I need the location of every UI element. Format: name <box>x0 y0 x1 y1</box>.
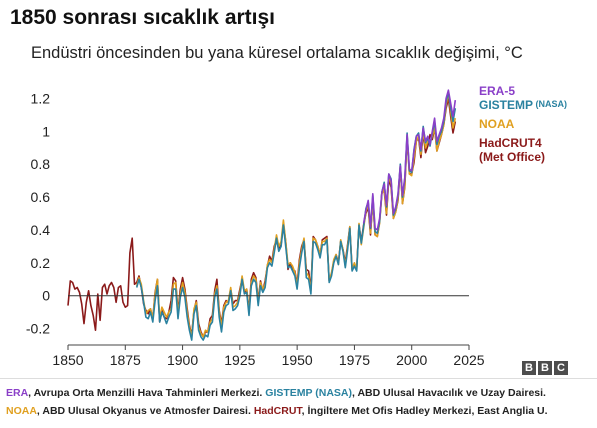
series-line-hadcrut4 <box>67 97 457 338</box>
x-tick-label: 1925 <box>224 352 255 368</box>
legend-entry-suffix: (NASA) <box>533 99 567 109</box>
source-line-1: ERA, Avrupa Orta Menzilli Hava Tahminler… <box>6 386 546 401</box>
legend-entry: ERA-5 <box>479 84 515 98</box>
y-tick-label: 0.4 <box>31 222 51 238</box>
chart-subtitle: Endüstri öncesinden bu yana küresel orta… <box>31 44 523 62</box>
y-tick-label: 0.8 <box>31 156 51 172</box>
legend-entry: GISTEMP (NASA) <box>479 98 567 112</box>
source-noaa-desc: , ABD Ulusal Okyanus ve Atmosfer Dairesi… <box>36 405 254 417</box>
bbc-logo-letter: B <box>538 361 552 375</box>
series-line-era-5 <box>362 89 457 231</box>
x-tick-label: 1850 <box>52 352 83 368</box>
source-line-2: NOAA, ABD Ulusal Okyanus ve Atmosfer Dai… <box>6 404 548 419</box>
bbc-logo-letter: B <box>522 361 536 375</box>
y-tick-label: 1.2 <box>31 90 51 106</box>
y-tick-label: 0.6 <box>31 189 51 205</box>
legend-entry: HadCRUT4 <box>479 136 542 150</box>
source-era: ERA <box>6 387 29 399</box>
x-tick-label: 1875 <box>110 352 141 368</box>
y-tick-label: 0.2 <box>31 255 51 271</box>
chart-title: 1850 sonrası sıcaklık artışı <box>10 6 276 29</box>
source-era-desc: , Avrupa Orta Menzilli Hava Tahminleri M… <box>28 387 266 399</box>
y-tick-label: -0.2 <box>26 321 50 337</box>
source-hadcrut-desc: , İngiltere Met Ofis Hadley Merkezi, Eas… <box>301 405 548 417</box>
series-line-gistemp <box>135 91 457 341</box>
bbc-logo: B B C <box>522 361 568 375</box>
x-tick-label: 1975 <box>339 352 370 368</box>
source-gistemp-desc: , ABD Ulusal Havacılık ve Uzay Dairesi. <box>352 387 546 399</box>
bbc-logo-letter: C <box>554 361 568 375</box>
source-hadcrut: HadCRUT <box>253 405 302 417</box>
source-gistemp: GISTEMP (NASA) <box>265 387 353 399</box>
x-tick-label: 2025 <box>453 352 484 368</box>
legend-entry: NOAA <box>479 117 515 131</box>
source-noaa: NOAA <box>6 405 37 417</box>
temperature-line-chart: -0.2 0 0.2 0.4 0.6 0.8 1 1.2 1850 1875 1900 1925 195… <box>26 84 567 368</box>
legend-entry-line2: (Met Office) <box>479 150 545 164</box>
x-tick-label: 1900 <box>167 352 198 368</box>
x-tick-label: 2000 <box>396 352 427 368</box>
y-tick-label: 0 <box>42 288 50 304</box>
x-tick-label: 1950 <box>282 352 313 368</box>
source-footer: ERA, Avrupa Orta Menzilli Hava Tahminler… <box>0 378 597 428</box>
y-tick-label: 1 <box>42 123 50 139</box>
